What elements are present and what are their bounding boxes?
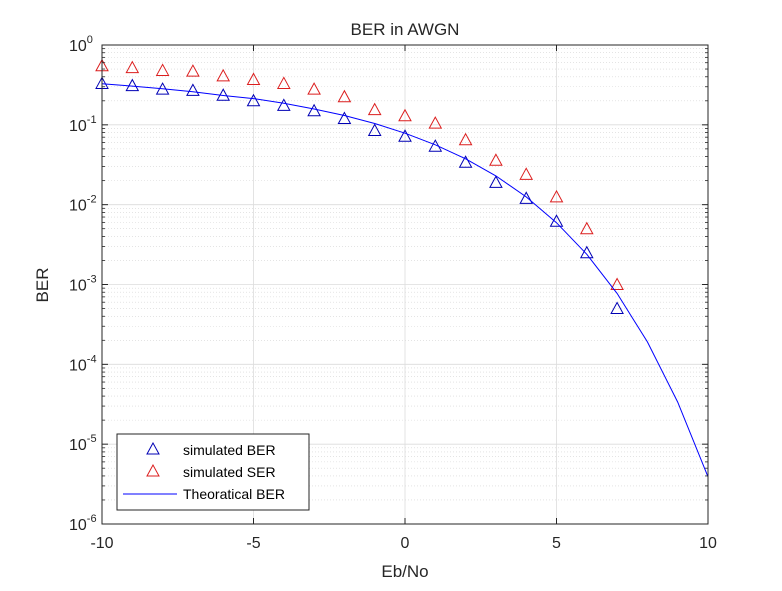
x-tick-label: 0 <box>401 535 410 552</box>
x-tick-label: -5 <box>246 535 260 552</box>
ser-point <box>186 64 200 77</box>
x-tick-label: 10 <box>699 535 717 552</box>
chart-title: BER in AWGN <box>351 20 460 39</box>
ber-point <box>246 93 261 107</box>
x-tick-label: -10 <box>90 535 113 552</box>
ber-point <box>186 83 200 96</box>
series-line-theoretical-ber <box>101 83 709 477</box>
legend-label-ber: simulated BER <box>183 442 276 458</box>
legend-item-simulated-ser: simulated SER <box>146 463 276 480</box>
y-tick-label: 100 <box>69 34 93 55</box>
ber-point <box>458 155 473 168</box>
ser-point <box>367 102 382 116</box>
data-layer <box>95 58 709 477</box>
ber-point <box>610 301 624 315</box>
ser-point <box>216 68 231 82</box>
ber-point <box>398 129 412 142</box>
ser-point <box>549 189 564 203</box>
ser-point <box>337 89 352 103</box>
ber-point <box>337 111 352 125</box>
y-tick-label: 10-6 <box>69 513 97 534</box>
ber-point <box>276 98 291 111</box>
legend-label-theory: Theoratical BER <box>183 486 285 502</box>
ser-point <box>458 132 473 146</box>
ser-point <box>155 63 170 76</box>
ser-point <box>579 221 594 235</box>
ser-point <box>307 82 321 95</box>
x-axis-label: Eb/No <box>381 562 428 581</box>
ber-point <box>519 191 534 204</box>
ser-point <box>246 72 261 85</box>
ser-point <box>610 277 624 290</box>
y-tick-label: 10-4 <box>69 353 97 374</box>
y-tick-label: 10-5 <box>69 433 97 454</box>
ser-point <box>398 108 412 122</box>
y-axis-label: BER <box>33 268 52 303</box>
ticks: -10 -5 0 5 10 10-6 10-5 10-4 10-3 10-2 10-1 100 <box>69 34 717 552</box>
ser-point <box>276 76 291 89</box>
legend: simulated BER simulated SER Theoratical … <box>116 433 310 511</box>
ser-point <box>125 60 140 74</box>
ber-point <box>489 175 503 188</box>
ber-point <box>125 78 140 92</box>
y-tick-label: 10-3 <box>69 274 97 295</box>
y-tick-label: 10-1 <box>69 114 97 135</box>
ber-point <box>307 103 321 117</box>
ber-point <box>367 123 382 136</box>
legend-item-simulated-ber: simulated BER <box>146 441 276 458</box>
ber-point <box>579 245 594 259</box>
ser-point <box>519 167 534 180</box>
ser-point <box>489 153 503 166</box>
ser-point <box>428 116 443 129</box>
y-tick-label: 10-2 <box>69 194 97 215</box>
legend-marker-ber <box>146 441 160 455</box>
legend-marker-ser <box>146 463 160 477</box>
legend-label-ser: simulated SER <box>183 464 276 480</box>
legend-item-theoretical-ber: Theoratical BER <box>123 486 285 502</box>
x-tick-label: 5 <box>552 535 561 552</box>
grid <box>101 44 709 525</box>
